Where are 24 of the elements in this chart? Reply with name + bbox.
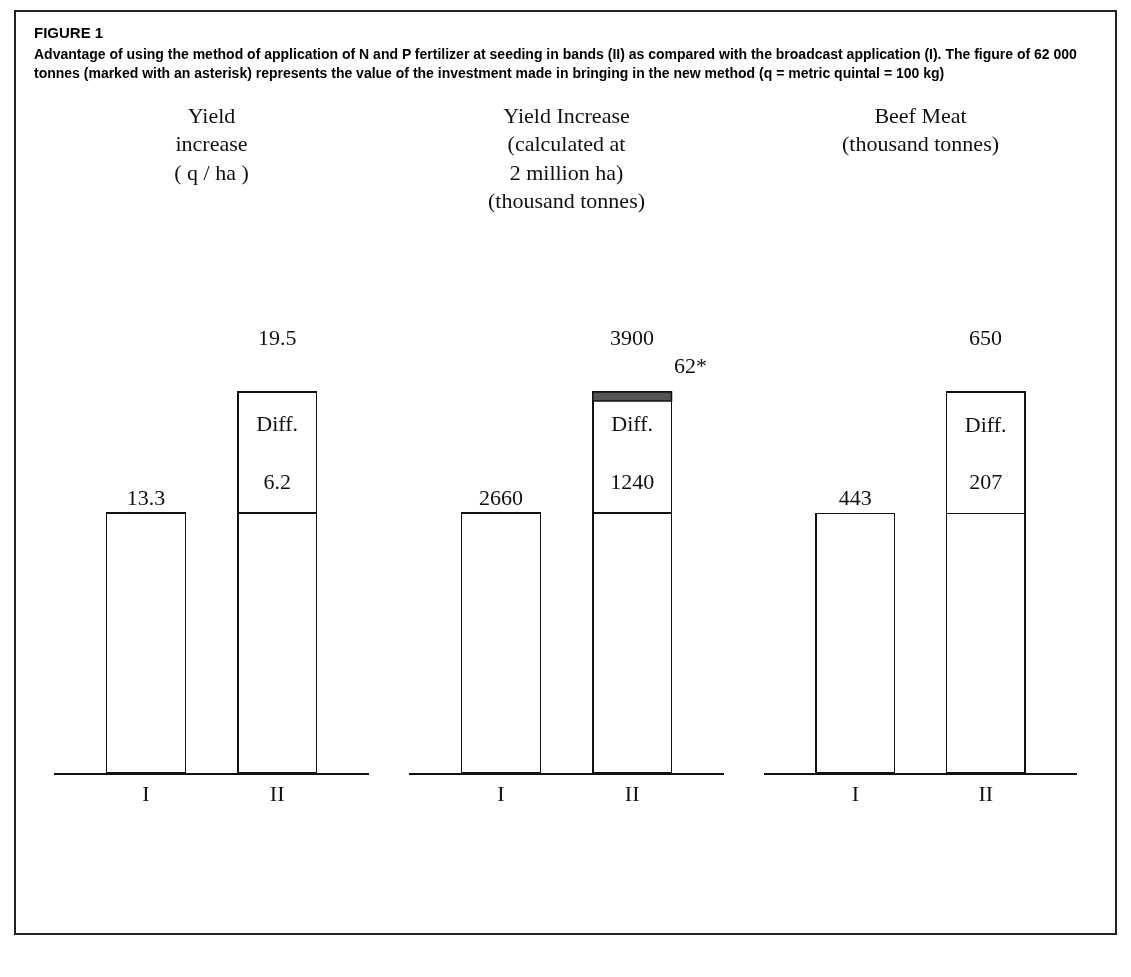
x-tick-label: II (624, 780, 640, 806)
chart-title: Yield increase ( q / ha ) (174, 102, 249, 185)
chart-title: Yield Increase (calculated at 2 million ha) (thousand tonnes) (487, 102, 646, 214)
data-label: 443 (838, 485, 872, 511)
series-label: Diff. (964, 411, 1007, 437)
data-label: 207 (969, 468, 1003, 494)
data-label: 1240 (610, 468, 655, 494)
chart-title: Beef Meat (thousand tonnes) (841, 102, 1000, 156)
x-tick-label: I (851, 780, 859, 806)
x-tick-label: II (269, 780, 285, 806)
x-tick-label: II (978, 780, 994, 806)
x-tick-label: I (142, 780, 150, 806)
text: 62* (674, 352, 707, 378)
text: FIGURE 1 (34, 24, 105, 41)
legend-label: Diff. (611, 411, 654, 437)
total-label: 19.5 (258, 324, 297, 350)
series-label: Diff. (256, 411, 299, 437)
data-label: 6.2 (263, 468, 291, 494)
data-label: 2660 (478, 484, 523, 510)
total-label: 650 (969, 324, 1002, 350)
data-label: 13.3 (126, 484, 166, 510)
total-label: 3900 (610, 324, 654, 350)
x-tick-label: I (497, 780, 505, 806)
text: Advantage of using the method of application of N and P fertilizer at seeding in bands (II) as compared with the broadcast application (I). The figure of 62 000 tonnes (marked with an asterisk) represents the value of the investment made in bringing in the new method (q = metric quintal = 100 kg) (34, 45, 1078, 83)
